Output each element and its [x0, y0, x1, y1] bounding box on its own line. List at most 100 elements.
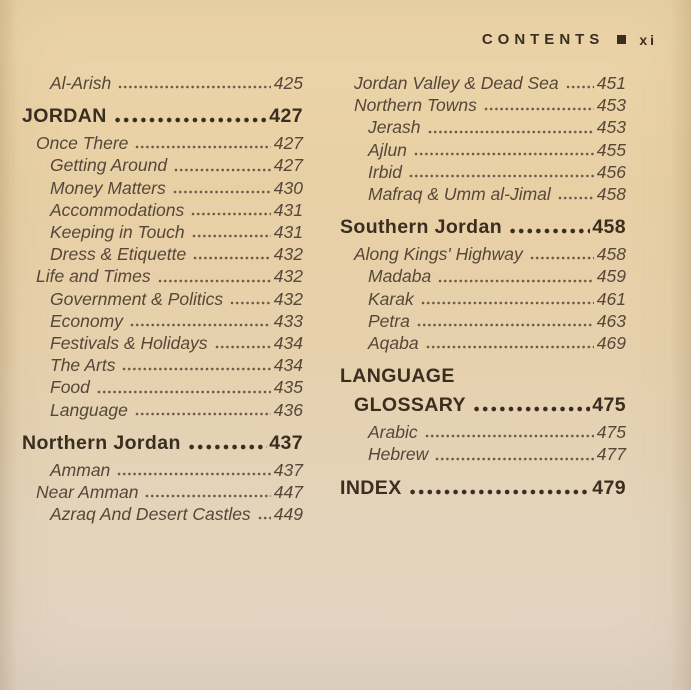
- toc-entry-page: 456: [596, 161, 626, 182]
- toc-entry: Arabic 475: [340, 421, 626, 443]
- toc-entry-label: Hebrew: [368, 444, 429, 465]
- toc-entry-page: 453: [596, 117, 626, 138]
- toc-entry-label: Economy: [50, 310, 123, 331]
- toc-entry: Near Amman 447: [22, 481, 303, 503]
- toc-entry-label: Northern Towns: [354, 95, 477, 116]
- dot-leader-icon: [420, 299, 594, 306]
- toc-entry-page: 458: [596, 244, 626, 265]
- dot-leader-icon: [565, 84, 594, 91]
- dot-leader-icon: [191, 211, 271, 218]
- toc-entry-page: 425: [273, 73, 303, 93]
- dot-leader-icon: [157, 277, 271, 284]
- toc-entry-page: 458: [592, 216, 626, 239]
- toc-entry-label: Along Kings' Highway: [354, 244, 523, 265]
- toc-entry-page: 432: [273, 266, 303, 287]
- toc-entry-page: 447: [273, 482, 303, 503]
- toc-entry: Northern Jordan 437: [22, 430, 303, 456]
- toc-entry-page: 459: [596, 266, 626, 287]
- contents-heading: CONTENTS: [481, 31, 605, 48]
- dot-leader-icon: [425, 344, 594, 351]
- dot-leader-icon: [413, 150, 594, 157]
- toc-entry-label: Madaba: [368, 266, 432, 287]
- toc-entry: Jordan Valley & Dead Sea 451: [340, 72, 626, 94]
- toc-entry-page: 430: [273, 177, 303, 198]
- dot-leader-icon: [172, 188, 271, 195]
- toc-entry-page: 432: [273, 288, 303, 309]
- dot-leader-icon: [118, 84, 271, 91]
- toc-entry-label: Aqaba: [368, 333, 419, 354]
- toc-entry-page: 437: [269, 431, 303, 454]
- dot-leader-icon: [188, 442, 268, 451]
- dot-leader-icon: [557, 195, 594, 202]
- toc-column-left: Al-Arish 425 JORDAN 427 Once There 427 Getting…: [22, 72, 303, 525]
- dot-leader-icon: [424, 433, 594, 440]
- toc-entry: Petra 463: [340, 310, 626, 332]
- toc-entry-label: Near Amman: [36, 482, 139, 503]
- toc-entry-label: Irbid: [368, 161, 403, 182]
- dot-leader-icon: [191, 233, 271, 240]
- toc-entry-page: 475: [596, 422, 626, 443]
- toc-entry-label: Northern Jordan: [22, 431, 181, 454]
- toc-entry-page: 461: [596, 288, 626, 309]
- toc-entry-label: Karak: [368, 288, 414, 309]
- dot-leader-icon: [230, 299, 271, 306]
- toc-entry: Once There 427: [22, 132, 303, 154]
- dot-leader-icon: [117, 471, 271, 478]
- toc-entry: Karak 461: [340, 288, 626, 310]
- dot-leader-icon: [174, 166, 271, 173]
- page-number-roman: xi: [639, 31, 657, 48]
- dot-leader-icon: [145, 493, 271, 500]
- toc-entry: Mafraq & Umm al-Jimal 458: [340, 183, 626, 205]
- dot-leader-icon: [96, 388, 271, 395]
- toc-entry: Azraq And Desert Castles 449: [22, 503, 303, 525]
- toc-entry-page: 469: [596, 333, 626, 354]
- dot-leader-icon: [438, 277, 594, 284]
- toc-entry-label: Dress & Etiquette: [50, 244, 187, 265]
- toc-entry: Life and Times 432: [22, 265, 303, 287]
- toc-entry: Keeping in Touch 431: [22, 221, 303, 243]
- dot-leader-icon: [122, 366, 271, 373]
- toc-entry-page: 427: [273, 155, 303, 176]
- dot-leader-icon: [510, 227, 591, 236]
- toc-entry-page: 479: [592, 476, 626, 499]
- toc-entry-page: 434: [273, 333, 303, 354]
- dot-leader-icon: [483, 106, 594, 113]
- toc-entry-page: 436: [273, 399, 303, 420]
- toc-entry: Accommodations 431: [22, 199, 303, 221]
- toc-entry-page: 434: [273, 355, 303, 376]
- toc-entry-page: 431: [273, 199, 303, 220]
- toc-entry: LANGUAGE: [340, 363, 626, 389]
- toc-entry: GLOSSARY 475: [340, 392, 626, 418]
- toc-entry-page: 437: [273, 459, 303, 480]
- toc-entry: Southern Jordan 458: [340, 214, 626, 240]
- toc-entry-label: Al-Arish: [50, 73, 112, 93]
- dot-leader-icon: [193, 255, 271, 262]
- toc-entry-page: 475: [592, 394, 626, 417]
- toc-entry-page: 463: [596, 310, 626, 331]
- toc-entry-label: Jordan Valley & Dead Sea: [354, 73, 559, 93]
- toc-entry-label: Azraq And Desert Castles: [50, 504, 251, 525]
- toc-entry-label: Once There: [36, 133, 129, 154]
- toc-entry-page: 477: [596, 444, 626, 465]
- toc-entry: Government & Politics 432: [22, 288, 303, 310]
- toc-entry-label: INDEX: [340, 476, 402, 499]
- dot-leader-icon: [427, 128, 594, 135]
- dot-leader-icon: [129, 322, 271, 329]
- toc-entry-label: JORDAN: [22, 105, 107, 128]
- dot-leader-icon: [114, 116, 268, 125]
- toc-entry: Getting Around 427: [22, 154, 303, 176]
- toc-entry: JORDAN 427: [22, 103, 303, 129]
- toc-entry: Along Kings' Highway 458: [340, 243, 626, 265]
- toc-entry: Jerash 453: [340, 116, 626, 138]
- toc-entry: Madaba 459: [340, 265, 626, 287]
- toc-entry-label: Accommodations: [50, 199, 185, 220]
- dot-leader-icon: [135, 144, 271, 151]
- toc-entry-label: Getting Around: [50, 155, 168, 176]
- toc-entry-label: GLOSSARY: [354, 394, 466, 417]
- toc-entry: INDEX 479: [340, 475, 626, 501]
- dot-leader-icon: [409, 487, 591, 496]
- toc-entry-label: Petra: [368, 310, 410, 331]
- toc-entry: Ajlun 455: [340, 139, 626, 161]
- toc-entry-label: The Arts: [50, 355, 116, 376]
